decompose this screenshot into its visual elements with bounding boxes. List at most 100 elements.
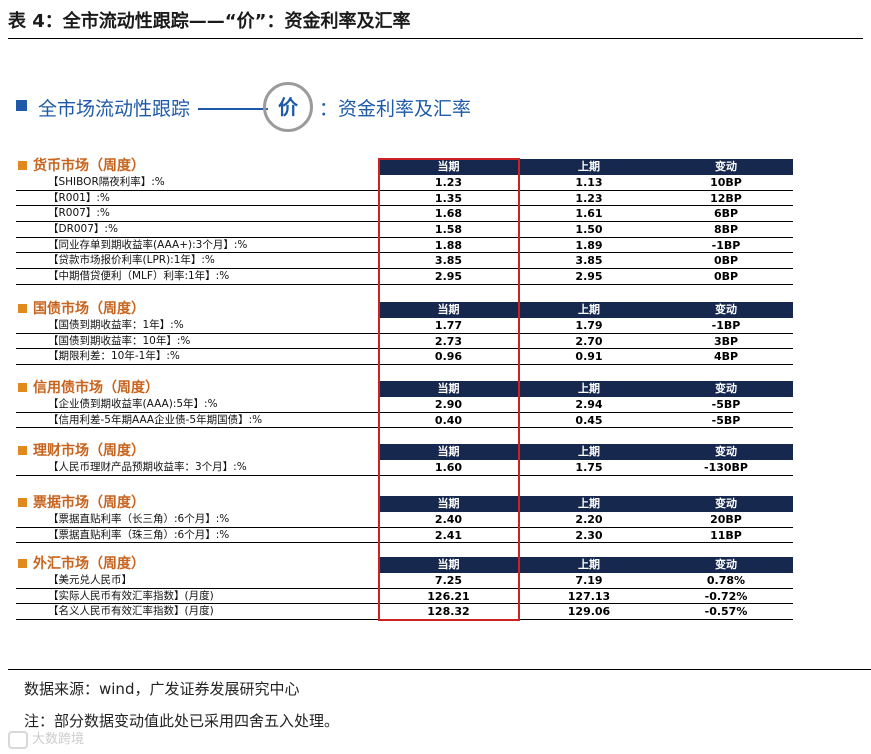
table-row: 【票据直贴利率（珠三角）:6个月】:% 2.41 2.30 11BP: [16, 528, 793, 544]
cell-current: 2.41: [434, 528, 463, 542]
column-header-change: 变动: [715, 558, 737, 571]
column-header-bar: 当期 上期 变动: [378, 444, 793, 460]
section-title: 理财市场（周度）: [16, 442, 376, 460]
table-row: 【人民币理财产品预期收益率：3个月】:% 1.60 1.75 -130BP: [16, 460, 793, 476]
cell-previous: 129.06: [567, 605, 611, 619]
column-header-bar: 当期 上期 变动: [378, 557, 793, 573]
section-title-text: 票据市场（周度）: [33, 495, 145, 511]
table-row: 【国债到期收益率：10年】:% 2.73 2.70 3BP: [16, 334, 793, 350]
cell-previous: 2.30: [575, 528, 603, 542]
section-title: 外汇市场（周度）: [16, 555, 376, 573]
section-title-text: 货币市场（周度）: [33, 158, 145, 174]
column-header-change: 变动: [715, 160, 737, 173]
table-row: 【R007】:% 1.68 1.61 6BP: [16, 206, 793, 223]
cell-change: 11BP: [710, 528, 742, 542]
footer-divider: [8, 669, 871, 670]
cell-current: 3.85: [434, 254, 463, 268]
table-row: 【实际人民币有效汇率指数】(月度) 126.21 127.13 -0.72%: [16, 589, 793, 605]
cell-previous: 2.20: [575, 513, 603, 526]
cell-previous: 1.13: [575, 176, 603, 189]
cell-change: 6BP: [713, 207, 739, 221]
cell-current: 2.90: [434, 398, 463, 411]
table-rows: 【SHIBOR隔夜利率】:% 1.23 1.13 10BP 【R001】:% 1.35 1.…: [16, 175, 793, 285]
table-row: 【期限利差：10年-1年】:% 0.96 0.91 4BP: [16, 349, 793, 366]
cell-previous: 1.89: [575, 238, 603, 252]
cell-current: 128.32: [427, 605, 470, 619]
row-label: 【名义人民币有效汇率指数】(月度): [48, 605, 214, 618]
cell-change: -0.57%: [704, 605, 748, 619]
column-header-current: 当期: [437, 382, 460, 395]
table-row: 【R001】:% 1.35 1.23 12BP: [16, 191, 793, 207]
cell-current: 1.68: [434, 207, 463, 221]
cell-change: -1BP: [711, 238, 741, 252]
column-header-bar: 当期 上期 变动: [378, 496, 793, 512]
table-row: 【企业债到期收益率(AAA):5年】:% 2.90 2.94 -5BP: [16, 397, 793, 413]
banner-dash: [198, 108, 268, 110]
row-label: 【国债到期收益率：1年】:%: [48, 319, 184, 331]
section-title-text: 信用债市场（周度）: [33, 380, 159, 396]
watermark: 大数跨境: [8, 728, 84, 749]
column-header-change: 变动: [715, 382, 737, 395]
cell-current: 1.77: [434, 319, 463, 332]
cell-previous: 2.70: [575, 334, 603, 348]
table-row: 【中期借贷便利（MLF）利率:1年】:% 2.95 2.95 0BP: [16, 269, 793, 285]
current-period-highlight-box: [378, 158, 520, 621]
column-header-change: 变动: [715, 445, 737, 458]
section-title-text: 国债市场（周度）: [33, 301, 145, 317]
rounding-note: 注：部分数据变动值此处已采用四舍五入处理。: [24, 712, 340, 730]
section-title: 票据市场（周度）: [16, 494, 376, 512]
row-label: 【R007】:%: [48, 207, 110, 220]
row-label: 【DR007】:%: [48, 223, 118, 236]
cell-previous: 1.79: [575, 319, 603, 332]
cell-current: 2.40: [434, 513, 463, 526]
column-header-current: 当期: [437, 497, 460, 510]
table-row: 【美元兑人民币】 7.25 7.19 0.78%: [16, 573, 793, 589]
column-header-previous: 上期: [578, 558, 600, 571]
cell-current: 126.21: [427, 589, 470, 603]
cell-current: 2.95: [434, 270, 463, 284]
column-header-bar: 当期 上期 变动: [378, 381, 793, 397]
column-header-previous: 上期: [578, 445, 600, 458]
table-caption: 表 4：全市流动性跟踪——“价”：资金利率及汇率: [8, 6, 863, 39]
cell-change: -5BP: [711, 398, 741, 411]
section-title-text: 理财市场（周度）: [33, 443, 145, 459]
cell-current: 1.23: [434, 176, 463, 189]
table-row: 【SHIBOR隔夜利率】:% 1.23 1.13 10BP: [16, 175, 793, 191]
cell-change: 3BP: [713, 334, 739, 348]
cell-change: 8BP: [713, 223, 739, 237]
column-header-bar: 当期 上期 变动: [378, 159, 793, 175]
watermark-logo-icon: [8, 730, 28, 749]
cell-current: 0.40: [434, 413, 463, 427]
banner-title-part2: ：资金利率及汇率: [319, 98, 472, 120]
section-title: 国债市场（周度）: [16, 300, 376, 318]
table-row: 【贷款市场报价利率(LPR):1年】:% 3.85 3.85 0BP: [16, 253, 793, 270]
section-title-text: 外汇市场（周度）: [33, 556, 145, 572]
watermark-text: 大数跨境: [32, 732, 85, 747]
column-header-previous: 上期: [578, 160, 600, 173]
source-note: 数据来源：wind，广发证券发展研究中心: [24, 680, 300, 698]
table-rows: 【人民币理财产品预期收益率：3个月】:% 1.60 1.75 -130BP: [16, 460, 793, 476]
column-header-previous: 上期: [578, 382, 600, 395]
table-rows: 【企业债到期收益率(AAA):5年】:% 2.90 2.94 -5BP 【信用利差-5年…: [16, 397, 793, 429]
table-rows: 【票据直贴利率（长三角）:6个月】:% 2.40 2.20 20BP 【票据直贴利率（珠…: [16, 512, 793, 544]
table-row: 【DR007】:% 1.58 1.50 8BP: [16, 222, 793, 238]
cell-current: 1.35: [434, 191, 463, 205]
cell-change: 12BP: [710, 191, 742, 205]
banner: 全市场流动性跟踪 价 ：资金利率及汇率: [16, 80, 536, 140]
column-header-previous: 上期: [578, 303, 600, 316]
column-header-previous: 上期: [578, 497, 600, 510]
row-label: 【贷款市场报价利率(LPR):1年】:%: [48, 254, 215, 267]
cell-change: -0.72%: [704, 589, 748, 603]
cell-change: 4BP: [713, 350, 739, 364]
row-label: 【国债到期收益率：10年】:%: [48, 334, 191, 347]
section-bullet-icon: [18, 559, 27, 568]
cell-previous: 7.19: [575, 574, 603, 587]
cell-current: 0.96: [434, 350, 463, 364]
column-header-current: 当期: [437, 445, 460, 458]
row-label: 【票据直贴利率（长三角）:6个月】:%: [48, 513, 230, 525]
section-bullet-icon: [18, 498, 27, 507]
table-row: 【信用利差-5年期AAA企业债-5年期国债】:% 0.40 0.45 -5BP: [16, 413, 793, 429]
table-row: 【同业存单到期收益率(AAA+):3个月】:% 1.88 1.89 -1BP: [16, 238, 793, 254]
banner-square-icon: [16, 100, 27, 111]
row-label: 【票据直贴利率（珠三角）:6个月】:%: [48, 528, 230, 541]
